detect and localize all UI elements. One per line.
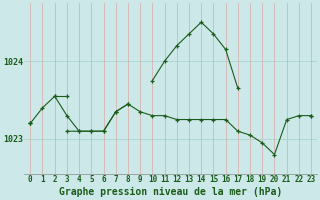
X-axis label: Graphe pression niveau de la mer (hPa): Graphe pression niveau de la mer (hPa) (59, 187, 282, 197)
